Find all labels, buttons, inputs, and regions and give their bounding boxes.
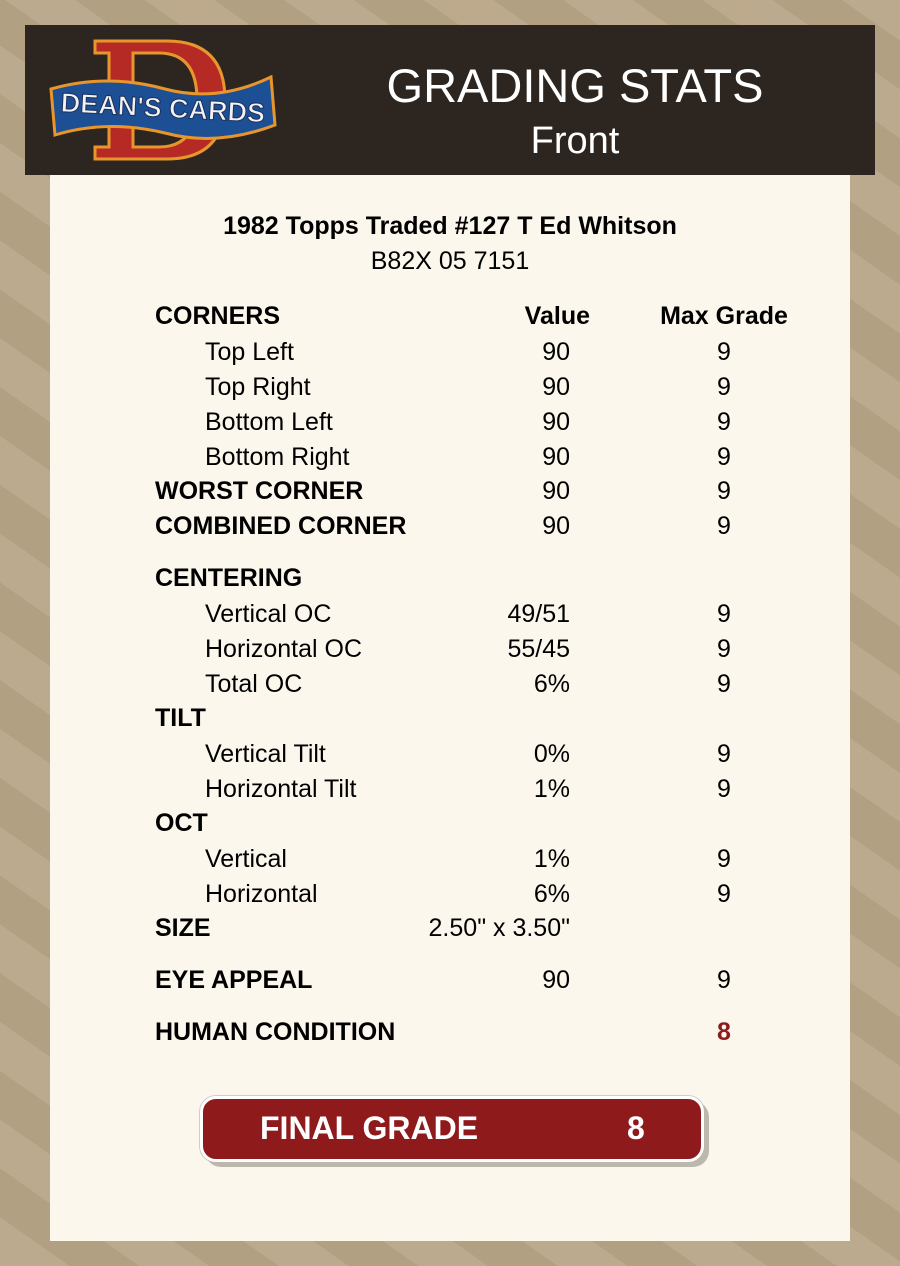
stat-row: EYE APPEAL 90 9 <box>50 965 850 995</box>
stat-row: Vertical Tilt 0% 9 <box>50 739 850 769</box>
stat-value: 49/51 <box>507 600 570 628</box>
max-grade-column-header: Max Grade <box>660 302 788 330</box>
stat-max-grade: 9 <box>717 966 731 994</box>
stat-row: TILT <box>50 703 850 733</box>
stat-row: Horizontal Tilt 1% 9 <box>50 774 850 804</box>
stat-label: CENTERING <box>155 564 303 592</box>
stat-value: 90 <box>542 408 570 436</box>
stat-label: WORST CORNER <box>155 477 364 505</box>
final-grade-value: 8 <box>627 1110 645 1146</box>
stat-label: HUMAN CONDITION <box>155 1018 396 1046</box>
stat-label: OCT <box>155 809 208 837</box>
stat-value: 0% <box>533 740 570 768</box>
stat-value: 90 <box>542 512 570 540</box>
stat-label: Top Right <box>205 373 311 401</box>
stat-row: Horizontal 6% 9 <box>50 879 850 909</box>
stat-row: COMBINED CORNER 90 9 <box>50 511 850 541</box>
stat-value: 90 <box>542 443 570 471</box>
stat-max-grade: 8 <box>717 1018 731 1046</box>
stat-row: CENTERING <box>50 563 850 593</box>
page-title: GRADING STATS <box>386 59 764 112</box>
stat-value: 90 <box>542 373 570 401</box>
stat-row: Total OC 6% 9 <box>50 669 850 699</box>
stat-row: CORNERS Value Max Grade <box>50 301 850 331</box>
stat-row: Top Right 90 9 <box>50 372 850 402</box>
stat-value: 6% <box>533 670 570 698</box>
stat-value: 90 <box>542 477 570 505</box>
final-grade-label: FINAL GRADE <box>260 1110 479 1146</box>
card-title: 1982 Topps Traded #127 T Ed Whitson <box>223 212 677 240</box>
stat-row: WORST CORNER 90 9 <box>50 476 850 506</box>
stat-value: 90 <box>542 338 570 366</box>
value-column-header: Value <box>524 302 590 330</box>
stat-row: Bottom Left 90 9 <box>50 407 850 437</box>
stat-max-grade: 9 <box>717 740 731 768</box>
cert-number: B82X 05 7151 <box>370 247 530 275</box>
header-bar: DEAN'S CARDS GRADING STATS Front <box>25 25 875 175</box>
stat-max-grade: 9 <box>717 600 731 628</box>
final-grade-badge: FINAL GRADE 8 <box>200 1096 704 1162</box>
stat-max-grade: 9 <box>717 338 731 366</box>
stat-row: Bottom Right 90 9 <box>50 442 850 472</box>
stat-row: Vertical 1% 9 <box>50 844 850 874</box>
stat-label: Top Left <box>205 338 294 366</box>
page-subtitle: Front <box>530 120 620 162</box>
stat-max-grade: 9 <box>717 845 731 873</box>
stat-value: 90 <box>542 966 570 994</box>
stat-value: 1% <box>533 845 570 873</box>
stat-max-grade: 9 <box>717 373 731 401</box>
stat-label: Bottom Left <box>205 408 333 436</box>
stat-label: Vertical Tilt <box>205 740 326 768</box>
stat-label: Total OC <box>205 670 303 698</box>
stat-label: Horizontal <box>205 880 318 908</box>
stat-label: SIZE <box>155 914 211 942</box>
stat-row: Horizontal OC 55/45 9 <box>50 634 850 664</box>
stat-label: COMBINED CORNER <box>155 512 407 540</box>
stat-max-grade: 9 <box>717 443 731 471</box>
stat-max-grade: 9 <box>717 477 731 505</box>
stat-label: Horizontal Tilt <box>205 775 357 803</box>
stat-label: Vertical <box>205 845 287 873</box>
stat-row: SIZE 2.50" x 3.50" <box>50 913 850 943</box>
stat-value: 2.50" x 3.50" <box>428 914 570 942</box>
stat-max-grade: 9 <box>717 408 731 436</box>
stat-label: Bottom Right <box>205 443 350 471</box>
deans-cards-logo: DEAN'S CARDS <box>49 39 277 161</box>
stats-panel: 1982 Topps Traded #127 T Ed Whitson B82X… <box>50 175 850 1241</box>
stat-label: CORNERS <box>155 302 281 330</box>
stat-label: EYE APPEAL <box>155 966 313 994</box>
stat-value: 55/45 <box>507 635 570 663</box>
stat-row: Vertical OC 49/51 9 <box>50 599 850 629</box>
stat-value: 1% <box>533 775 570 803</box>
stat-max-grade: 9 <box>717 880 731 908</box>
stat-max-grade: 9 <box>717 512 731 540</box>
stat-max-grade: 9 <box>717 775 731 803</box>
stat-label: Vertical OC <box>205 600 332 628</box>
stat-row: Top Left 90 9 <box>50 337 850 367</box>
stat-label: Horizontal OC <box>205 635 362 663</box>
stat-row: OCT <box>50 808 850 838</box>
stat-label: TILT <box>155 704 206 732</box>
stat-value: 6% <box>533 880 570 908</box>
stat-max-grade: 9 <box>717 635 731 663</box>
stat-row: HUMAN CONDITION 8 <box>50 1017 850 1047</box>
stat-max-grade: 9 <box>717 670 731 698</box>
